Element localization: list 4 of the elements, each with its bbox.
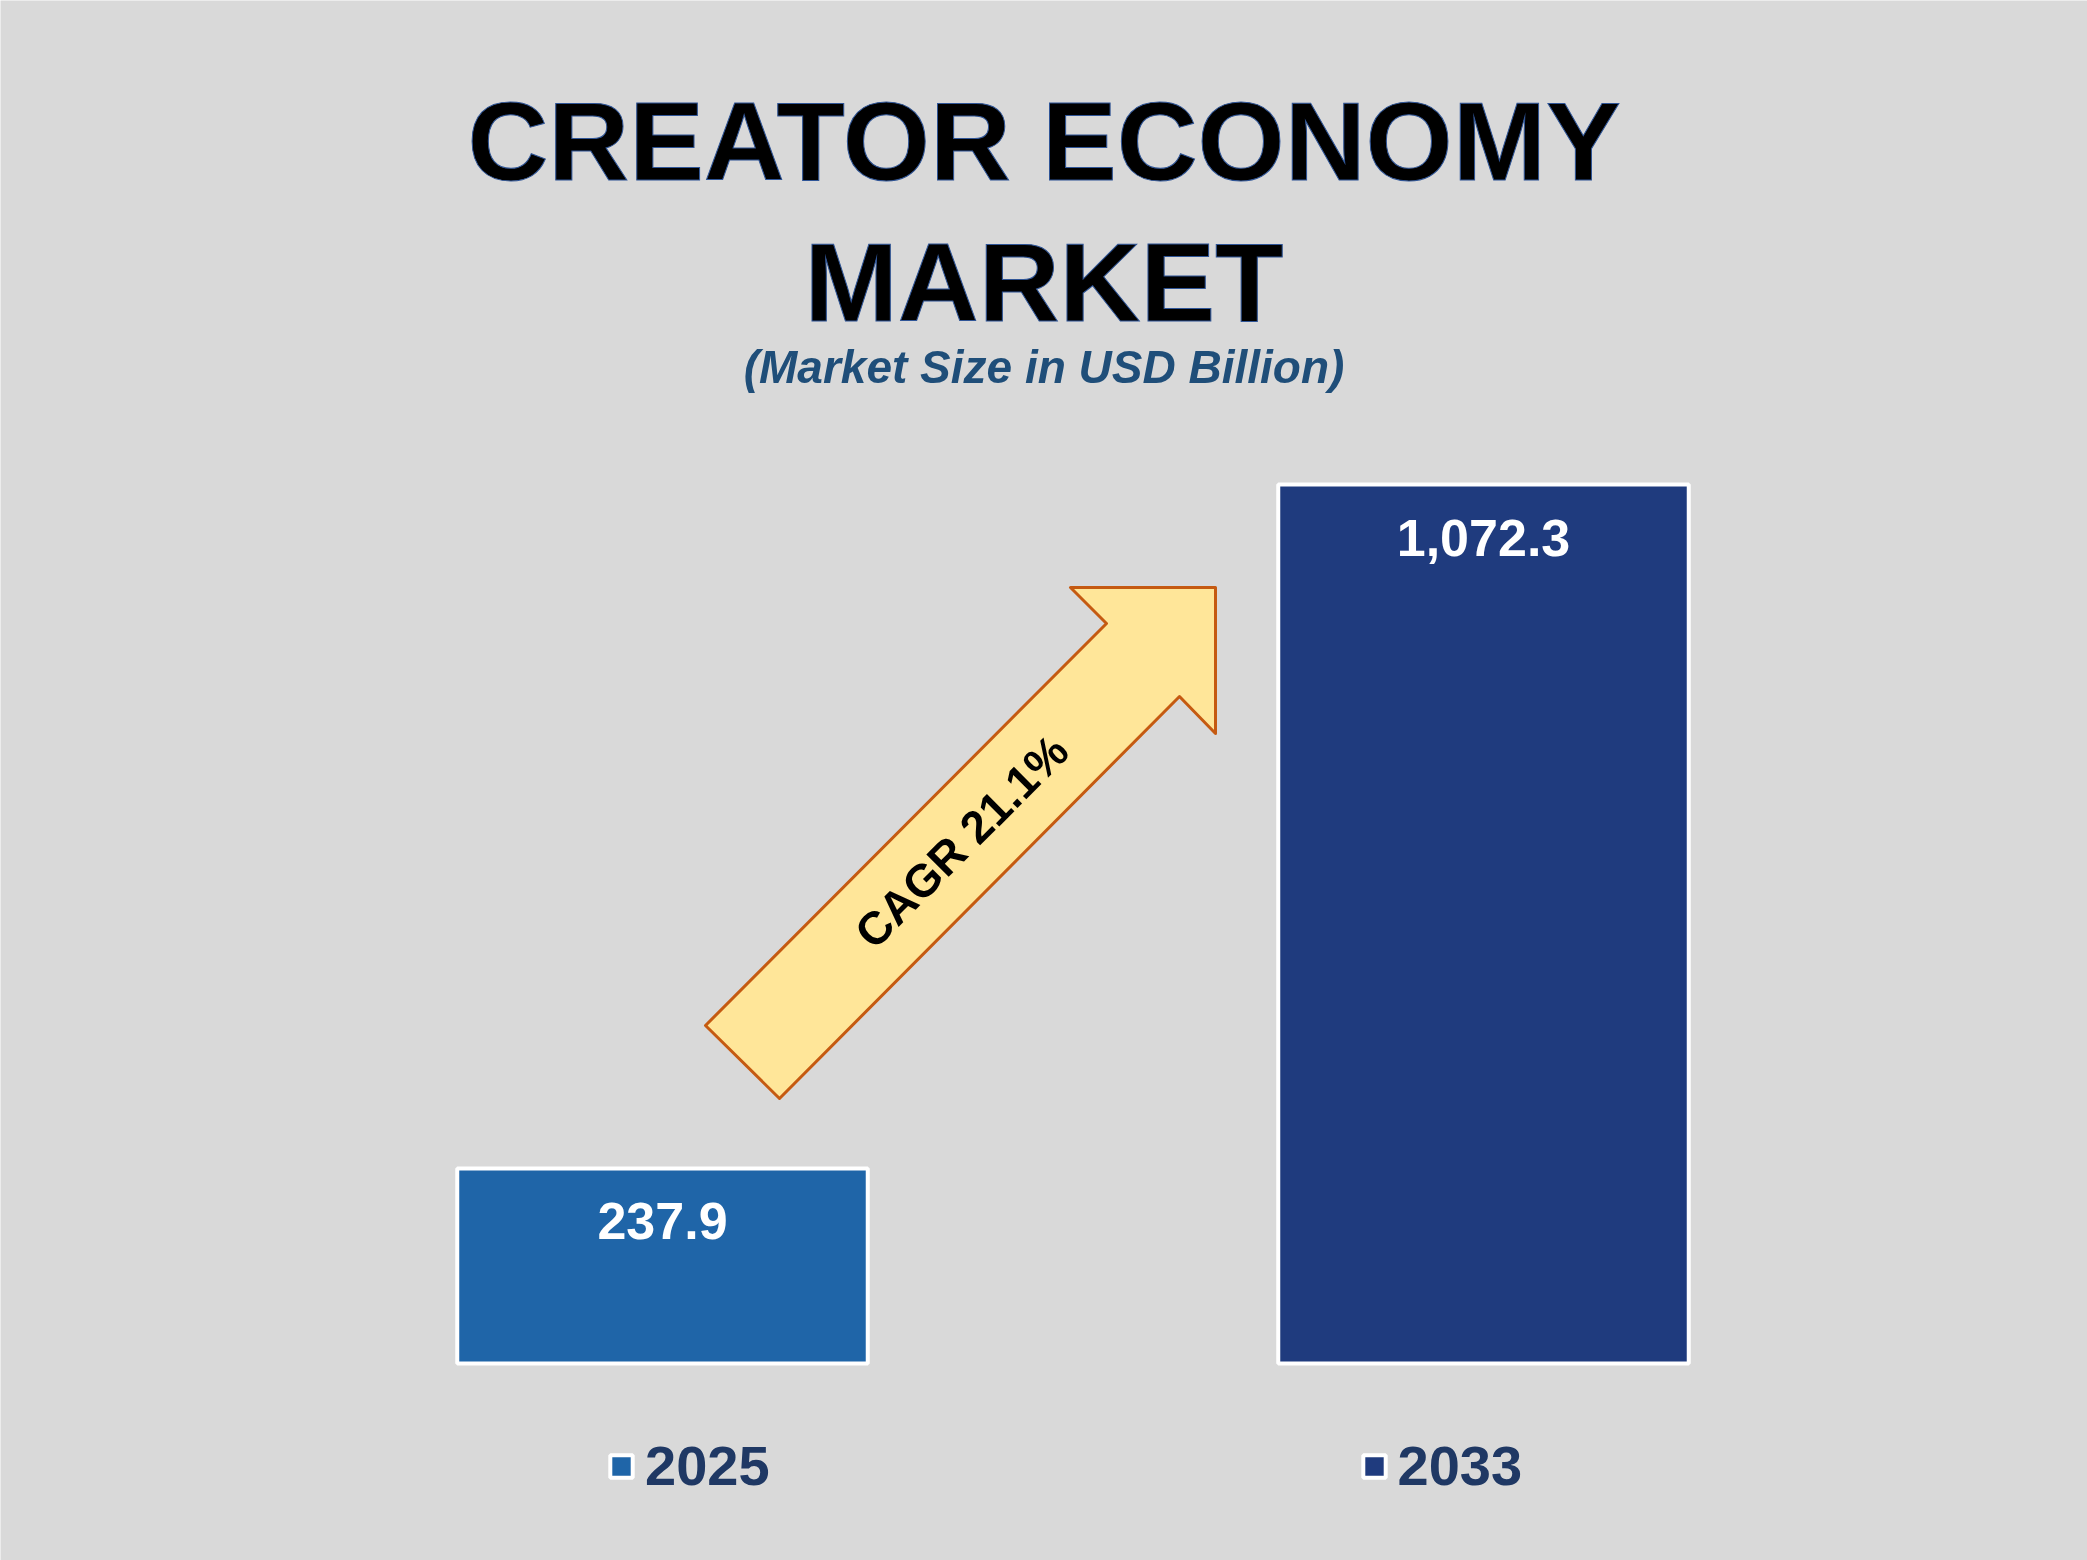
legend-label: 2033: [1397, 1433, 1523, 1498]
data-label: 237.9: [597, 1192, 728, 1251]
legend-label: 2025: [645, 1433, 770, 1498]
data-label: 1,072.3: [1396, 508, 1571, 567]
